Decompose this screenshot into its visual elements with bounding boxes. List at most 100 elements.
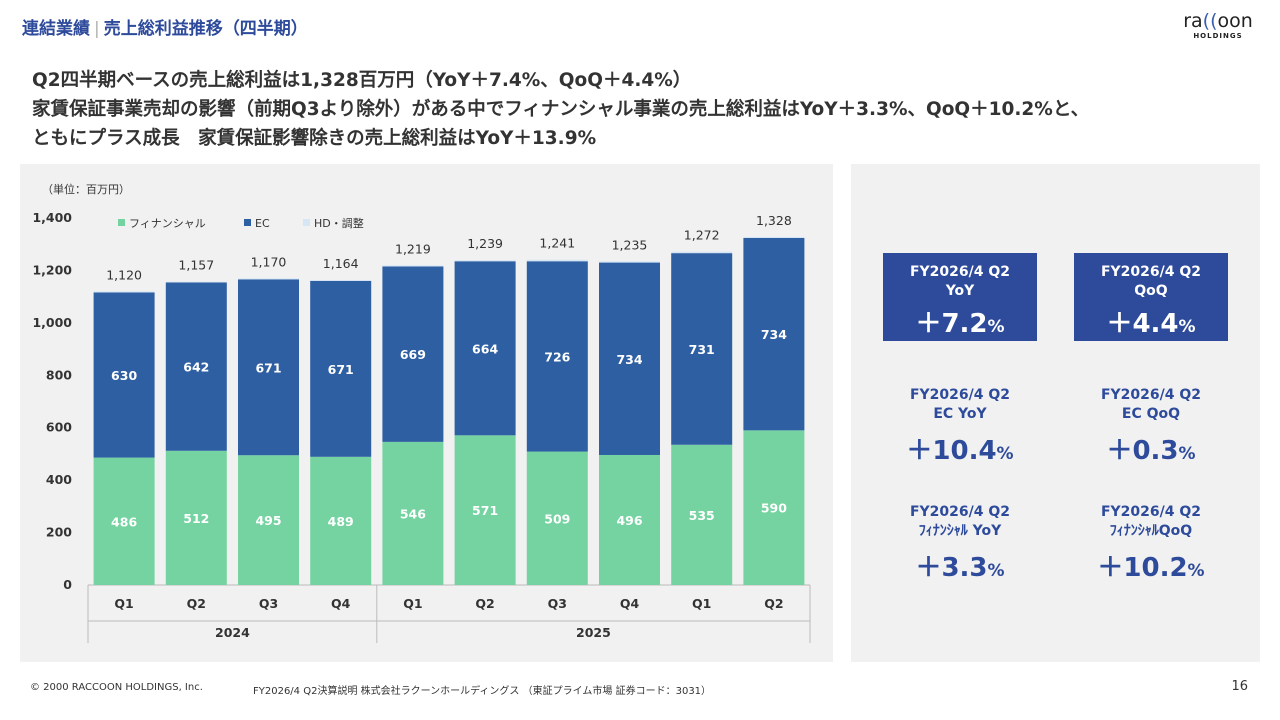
bar-segment-financial xyxy=(454,435,516,585)
bar-segment-financial xyxy=(743,430,805,585)
bar-value-label: 726 xyxy=(544,349,570,364)
bar-segment-ec xyxy=(671,253,733,445)
kpi-fin-yoy-number: ＋3.3 xyxy=(915,553,988,583)
gross-profit-chart: （単位：百万円） 0 200 400 600 800 1,000 1,200 1,400 486 6… xyxy=(32,182,811,643)
bar-value-label: 496 xyxy=(616,513,642,528)
bar-segment-financial xyxy=(93,457,155,585)
kpi-fin-qoq: FY2026/4 Q2 ﾌｨﾅﾝｼｬﾙQoQ ＋10.2% xyxy=(1061,503,1241,584)
bar-value-label: 630 xyxy=(111,368,137,383)
bar-total-label: 1,241 xyxy=(539,236,575,251)
kpi-qoq-label: QoQ xyxy=(1134,283,1168,299)
bar-total-label: 1,164 xyxy=(323,256,359,271)
x-tick-label: Q2 xyxy=(475,596,494,611)
bar-value-label: 642 xyxy=(183,360,209,375)
bar-value-label: 512 xyxy=(183,511,209,526)
kpi-ec-yoy-value: ＋10.4% xyxy=(870,430,1050,467)
x-tick-label: Q1 xyxy=(403,596,422,611)
footer-copyright: © 2000 RACCOON HOLDINGS, Inc. xyxy=(30,682,203,693)
logo-part-c: oon xyxy=(1217,10,1253,32)
bar-value-label: 489 xyxy=(328,514,354,529)
x-tick-label: Q4 xyxy=(331,596,351,611)
bar-segment-ec xyxy=(599,262,660,455)
kpi-ec-yoy-unit: % xyxy=(996,444,1014,464)
bar-total-label: 1,235 xyxy=(612,237,648,252)
x-tick-label: Q2 xyxy=(187,596,206,611)
bar-value-label: 734 xyxy=(616,352,642,367)
bar-segment-hd xyxy=(238,278,299,280)
bar-segment-financial xyxy=(310,456,372,585)
legend-label: HD・調整 xyxy=(314,216,364,230)
kpi-qoq: FY2026/4 Q2 QoQ ＋4.4% xyxy=(1074,253,1228,341)
y-tick-label: 800 xyxy=(46,367,72,382)
bar-total-label: 1,272 xyxy=(684,228,720,243)
bar-value-label: 546 xyxy=(400,506,426,521)
headline: Q2四半期ベースの売上総利益は1,328百万円（YoY＋7.4%、QoQ＋4.4… xyxy=(32,66,1242,153)
kpi-qoq-period: FY2026/4 Q2 xyxy=(1100,264,1202,280)
bar-total-label: 1,170 xyxy=(251,254,287,269)
bar-value-label: 509 xyxy=(544,511,570,526)
bar-value-label: 669 xyxy=(400,347,426,362)
bar-segment-financial xyxy=(526,451,588,585)
kpi-fin-yoy: FY2026/4 Q2 ﾌｨﾅﾝｼｬﾙ YoY ＋3.3% xyxy=(870,503,1050,584)
kpi-fin-qoq-value: ＋10.2% xyxy=(1061,547,1241,584)
x-tick-label: Q2 xyxy=(764,596,783,611)
bar-total-label: 1,120 xyxy=(106,267,142,282)
kpi-fin-yoy-period: FY2026/4 Q2 xyxy=(909,504,1011,520)
bar-segment-ec xyxy=(165,282,227,451)
kpi-ec-qoq-number: ＋0.3 xyxy=(1106,436,1179,466)
kpi-ec-qoq-value: ＋0.3% xyxy=(1061,430,1241,467)
x-tick-label: Q3 xyxy=(259,596,278,611)
kpi-ec-yoy-label: EC YoY xyxy=(933,406,987,422)
y-tick-label: 200 xyxy=(46,525,72,540)
bar-value-label: 671 xyxy=(255,360,281,375)
bar-segment-hd xyxy=(93,291,155,293)
kpi-ec-yoy-number: ＋10.4 xyxy=(906,436,997,466)
logo-wordmark: ra((oon xyxy=(1178,10,1258,32)
legend-swatch xyxy=(303,219,310,226)
y-tick-label: 1,400 xyxy=(32,210,72,225)
y-tick-label: 0 xyxy=(63,577,72,592)
bar-value-label: 495 xyxy=(255,513,281,528)
bar-segment-financial xyxy=(165,450,227,585)
kpi-panel: FY2026/4 Q2 YoY ＋7.2% FY2026/4 Q2 QoQ ＋4… xyxy=(851,164,1260,662)
section-label: 連結業績 xyxy=(22,19,90,39)
kpi-fin-qoq-period: FY2026/4 Q2 xyxy=(1100,504,1202,520)
legend-label: EC xyxy=(255,217,270,230)
footer-document: FY2026/4 Q2決算説明 株式会社ラクーンホールディングス （東証プライム… xyxy=(253,686,712,697)
kpi-yoy-value: ＋7.2% xyxy=(883,303,1037,340)
kpi-ec-qoq-unit: % xyxy=(1178,444,1196,464)
kpi-yoy-label: YoY xyxy=(945,283,975,299)
title-separator: | xyxy=(94,19,100,39)
x-tick-label: Q3 xyxy=(548,596,567,611)
raccoon-logo: ra((oon HOLDINGS xyxy=(1178,10,1258,50)
headline-line-2: 家賃保証事業売却の影響（前期Q3より除外）がある中でフィナンシャル事業の売上総利… xyxy=(32,99,1090,120)
chart-panel: （単位：百万円） 0 200 400 600 800 1,000 1,200 1,400 486 6… xyxy=(20,164,833,662)
kpi-fin-qoq-unit: % xyxy=(1187,561,1205,581)
bar-segment-financial xyxy=(382,441,444,585)
logo-part-b: (( xyxy=(1202,10,1218,32)
bar-segment-hd xyxy=(382,265,444,267)
bar-segment-ec xyxy=(454,261,516,436)
chart-unit-label: （単位：百万円） xyxy=(42,182,130,196)
kpi-ec-qoq-period: FY2026/4 Q2 xyxy=(1100,387,1202,403)
kpi-qoq-number: ＋4.4 xyxy=(1106,309,1179,339)
page-number: 16 xyxy=(1231,679,1248,694)
kpi-fin-yoy-unit: % xyxy=(987,561,1005,581)
x-group-label: 2025 xyxy=(576,625,611,640)
y-tick-label: 600 xyxy=(46,420,72,435)
kpi-qoq-unit: % xyxy=(1178,317,1196,337)
kpi-fin-yoy-value: ＋3.3% xyxy=(870,547,1050,584)
kpi-yoy-period: FY2026/4 Q2 xyxy=(909,264,1011,280)
y-tick-label: 1,000 xyxy=(32,315,72,330)
kpi-fin-qoq-number: ＋10.2 xyxy=(1097,553,1188,583)
legend-swatch xyxy=(118,219,125,226)
x-tick-label: Q1 xyxy=(692,596,711,611)
kpi-yoy: FY2026/4 Q2 YoY ＋7.2% xyxy=(883,253,1037,341)
bar-value-label: 486 xyxy=(111,514,137,529)
y-tick-label: 400 xyxy=(46,472,72,487)
bar-segment-ec xyxy=(526,261,588,452)
bar-segment-ec xyxy=(238,279,299,456)
bar-value-label: 590 xyxy=(761,501,787,516)
kpi-qoq-value: ＋4.4% xyxy=(1074,303,1228,340)
bar-value-label: 731 xyxy=(689,342,715,357)
